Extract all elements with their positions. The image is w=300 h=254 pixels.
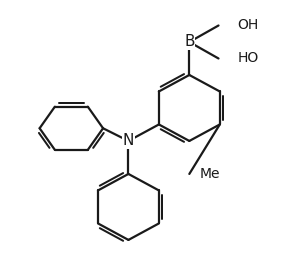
Text: N: N [123, 133, 134, 148]
Text: OH: OH [238, 19, 259, 33]
Text: Me: Me [200, 167, 220, 181]
Text: HO: HO [238, 52, 259, 66]
Text: B: B [184, 35, 195, 50]
